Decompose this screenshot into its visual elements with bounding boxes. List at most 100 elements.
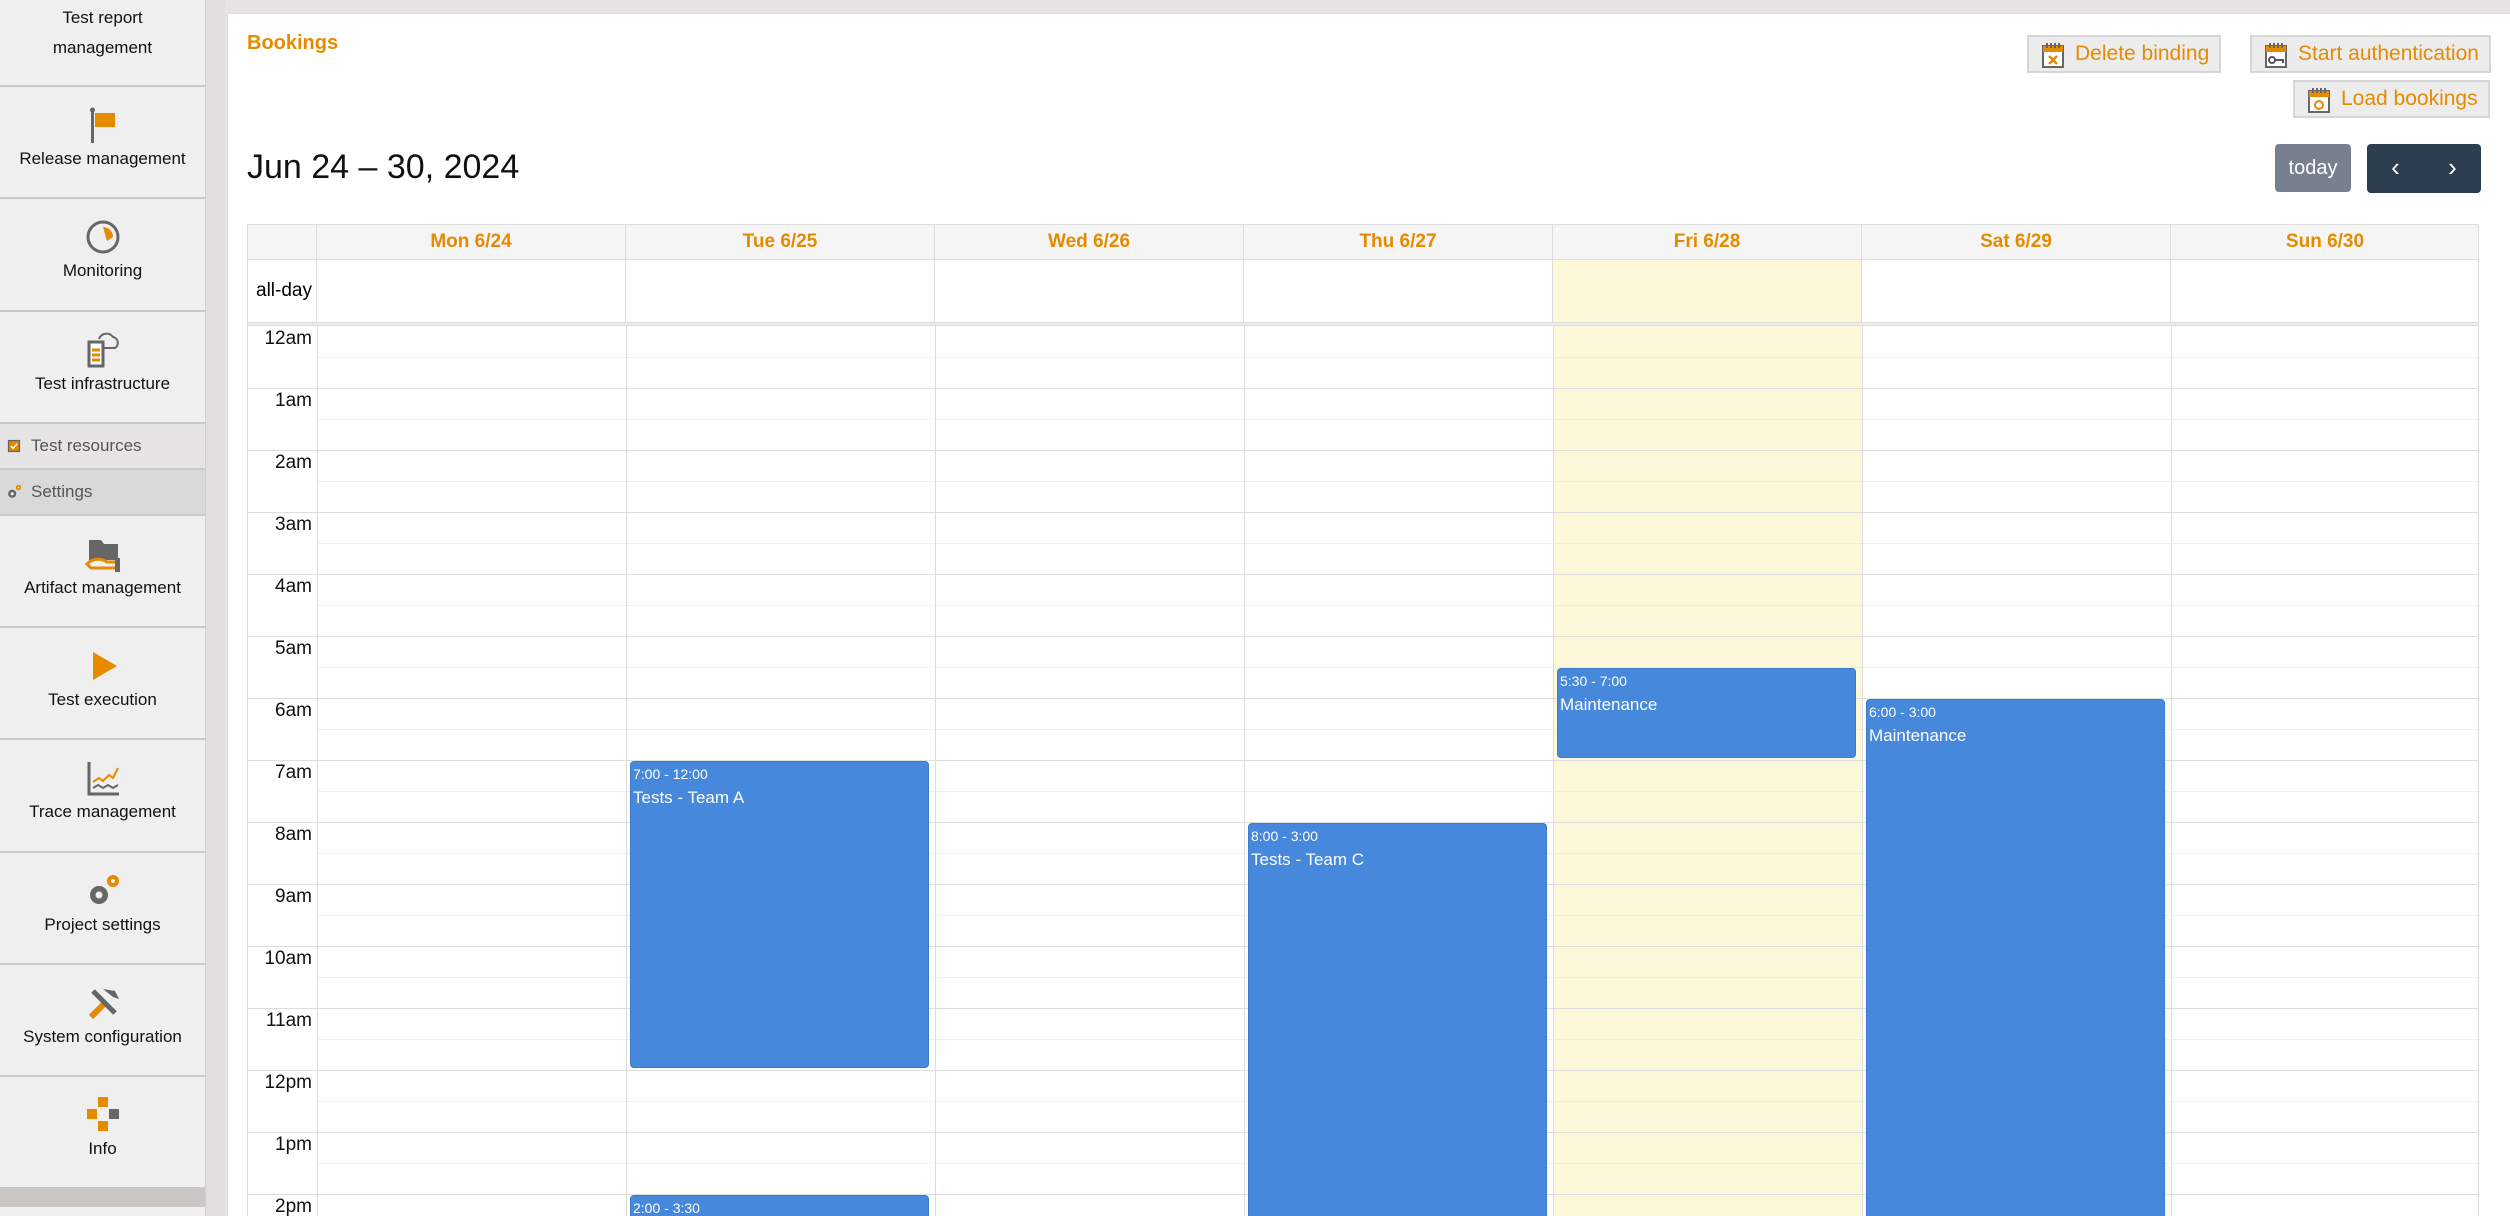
allday-cell[interactable] bbox=[1553, 260, 1862, 322]
flag-icon bbox=[89, 107, 115, 143]
column-divider bbox=[1862, 326, 1863, 1216]
calendar-reload-icon bbox=[2308, 88, 2330, 113]
time-label: 5am bbox=[275, 638, 312, 659]
time-label: 2pm bbox=[275, 1196, 312, 1216]
allday-cell[interactable] bbox=[626, 260, 935, 322]
sidebar-item-label: Monitoring bbox=[62, 261, 143, 280]
main-panel: Bookings Delete binding Start authentica… bbox=[227, 13, 2510, 1216]
time-label: 8am bbox=[275, 824, 312, 845]
booking-event[interactable]: 7:00 - 12:00 Tests - Team A bbox=[630, 761, 929, 1068]
sidebar-item-test-report-management[interactable]: Test report management bbox=[0, 0, 205, 87]
sidebar-item-label: Release management bbox=[19, 149, 186, 168]
server-cloud-icon bbox=[87, 332, 119, 368]
sidebar-item-test-execution[interactable]: Test execution bbox=[0, 628, 205, 740]
day-header[interactable]: Thu 6/27 bbox=[1244, 225, 1553, 260]
half-hour-line bbox=[317, 729, 2478, 730]
sidebar-item-project-settings[interactable]: Project settings bbox=[0, 853, 205, 965]
delete-binding-button[interactable]: Delete binding bbox=[2027, 35, 2222, 73]
half-hour-line bbox=[317, 357, 2478, 358]
gauge-icon bbox=[86, 220, 119, 254]
column-divider bbox=[1244, 326, 1245, 1216]
hour-line bbox=[248, 388, 2478, 389]
column-divider bbox=[2171, 326, 2172, 1216]
allday-cell[interactable] bbox=[1244, 260, 1553, 322]
sidebar-subitem-test-resources[interactable]: Test resources bbox=[0, 424, 205, 470]
half-hour-line bbox=[317, 605, 2478, 606]
time-axis-header bbox=[248, 225, 317, 260]
time-label: 3am bbox=[275, 514, 312, 535]
sidebar-item-label: Test report management bbox=[52, 8, 153, 57]
hour-line bbox=[248, 636, 2478, 637]
gears-icon bbox=[89, 875, 119, 904]
time-label: 2am bbox=[275, 452, 312, 473]
booking-event[interactable]: 5:30 - 7:00 Maintenance bbox=[1557, 668, 1856, 758]
sidebar-item-system-configuration[interactable]: System configuration bbox=[0, 965, 205, 1077]
sidebar-item-monitoring[interactable]: Monitoring bbox=[0, 199, 205, 312]
sidebar-item-label: Test execution bbox=[48, 690, 157, 709]
nav-button-group: ‹ › bbox=[2367, 144, 2481, 193]
column-divider bbox=[626, 326, 627, 1216]
gears-icon bbox=[8, 484, 22, 498]
day-header[interactable]: Fri 6/28 bbox=[1553, 225, 1862, 260]
sidebar-item-label: Info bbox=[88, 1139, 117, 1158]
today-button[interactable]: today bbox=[2275, 144, 2351, 192]
time-label: 1am bbox=[275, 390, 312, 411]
sidebar-footer bbox=[0, 1189, 205, 1207]
event-time: 8:00 - 3:00 bbox=[1251, 828, 1318, 844]
event-time: 6:00 - 3:00 bbox=[1869, 704, 1936, 720]
day-header[interactable]: Sat 6/29 bbox=[1862, 225, 2171, 260]
column-divider bbox=[935, 326, 936, 1216]
allday-cell[interactable] bbox=[1862, 260, 2171, 322]
sidebar-item-test-infrastructure[interactable]: Test infrastructure bbox=[0, 312, 205, 424]
info-blocks-icon bbox=[86, 1097, 119, 1131]
time-label: 7am bbox=[275, 762, 312, 783]
allday-label: all-day bbox=[248, 260, 317, 322]
tools-icon bbox=[88, 989, 119, 1020]
today-column-highlight bbox=[1553, 326, 1862, 1216]
allday-separator bbox=[248, 322, 2478, 326]
allday-cell[interactable] bbox=[935, 260, 1244, 322]
sidebar-item-label: Test infrastructure bbox=[34, 374, 171, 393]
column-divider bbox=[317, 326, 318, 1216]
today-allday-highlight bbox=[1553, 260, 1862, 322]
time-label: 4am bbox=[275, 576, 312, 597]
booking-event[interactable]: 6:00 - 3:00 Maintenance bbox=[1866, 699, 2165, 1216]
hour-line bbox=[248, 698, 2478, 699]
sidebar-item-release-management[interactable]: Release management bbox=[0, 87, 205, 199]
hour-line bbox=[248, 512, 2478, 513]
start-authentication-button[interactable]: Start authentication bbox=[2250, 35, 2491, 73]
load-bookings-button[interactable]: Load bookings bbox=[2293, 80, 2490, 118]
sidebar-item-trace-management[interactable]: Trace management bbox=[0, 740, 205, 853]
sidebar-subitem-label: Test resources bbox=[31, 436, 142, 455]
event-time: 2:00 - 3:30 bbox=[633, 1200, 700, 1216]
sidebar-item-label: Artifact management bbox=[24, 578, 181, 597]
event-title: Maintenance bbox=[1560, 695, 1658, 714]
allday-cell[interactable] bbox=[317, 260, 626, 322]
day-header[interactable]: Tue 6/25 bbox=[626, 225, 935, 260]
booking-event[interactable]: 8:00 - 3:00 Tests - Team C bbox=[1248, 823, 1547, 1216]
sidebar-item-artifact-management[interactable]: Artifact management bbox=[0, 516, 205, 628]
allday-cell[interactable] bbox=[2171, 260, 2478, 322]
folder-hand-icon bbox=[84, 540, 120, 572]
sidebar: Test report management Release management… bbox=[0, 0, 205, 1216]
day-header[interactable]: Sun 6/30 bbox=[2171, 225, 2478, 260]
time-label: 12am bbox=[264, 328, 312, 349]
day-header[interactable]: Mon 6/24 bbox=[317, 225, 626, 260]
calendar-title: Jun 24 – 30, 2024 bbox=[247, 148, 520, 186]
prev-week-button[interactable]: ‹ bbox=[2391, 152, 2400, 182]
half-hour-line bbox=[317, 419, 2478, 420]
sidebar-item-info[interactable]: Info bbox=[0, 1077, 205, 1189]
week-calendar: Mon 6/24 Tue 6/25 Wed 6/26 Thu 6/27 Fri 6/28… bbox=[247, 224, 2479, 1216]
sidebar-subitem-settings[interactable]: Settings bbox=[0, 470, 205, 516]
day-header[interactable]: Wed 6/26 bbox=[935, 225, 1244, 260]
sidebar-scrollbar[interactable] bbox=[205, 0, 225, 1216]
booking-event[interactable]: 2:00 - 3:30 bbox=[630, 1195, 929, 1216]
hour-line bbox=[248, 450, 2478, 451]
next-week-button[interactable]: › bbox=[2448, 152, 2457, 182]
calendar-delete-icon bbox=[2042, 43, 2064, 68]
half-hour-line bbox=[317, 543, 2478, 544]
chip-check-icon bbox=[7, 439, 21, 453]
load-bookings-label: Load bookings bbox=[2341, 87, 2478, 110]
event-time: 7:00 - 12:00 bbox=[633, 766, 708, 782]
time-label: 11am bbox=[265, 1010, 312, 1031]
